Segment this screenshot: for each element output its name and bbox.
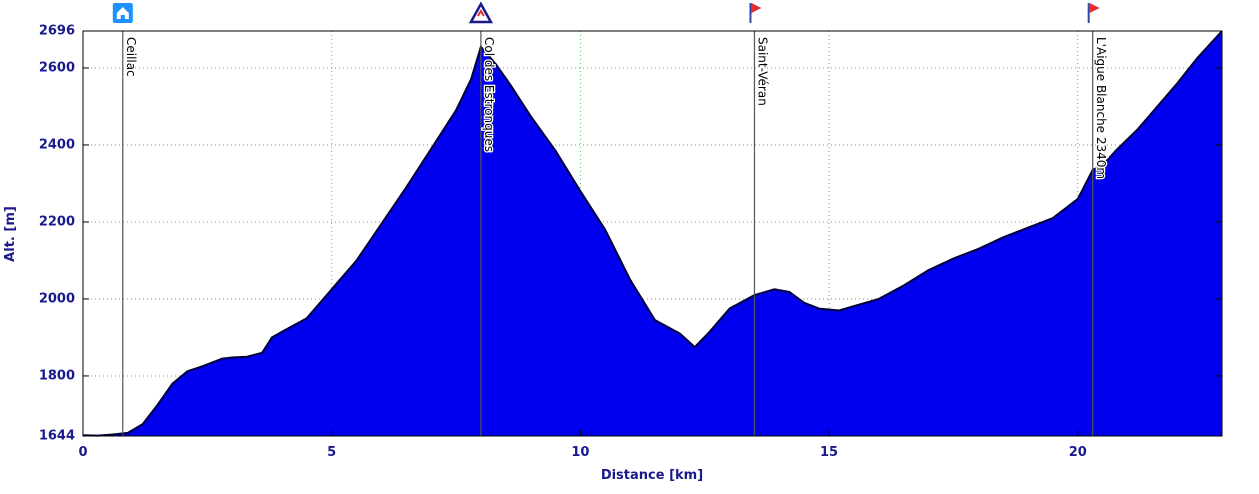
y-axis-title: Alt. [m] — [3, 206, 18, 262]
summit-icon — [468, 1, 494, 24]
x-tick-label: 15 — [820, 445, 838, 460]
axis-ticks: 1644 1800 2000 2200 2400 2600 2696 0 5 10 15 20 — [39, 24, 1222, 460]
waypoint-label: Saint-Véran — [756, 37, 770, 106]
x-axis-title: Distance [km] — [601, 468, 703, 483]
x-tick-label: 10 — [571, 445, 589, 460]
x-tick-label: 20 — [1069, 445, 1087, 460]
waypoint-marker: L'Aigue Blanche 2340m — [1087, 3, 1109, 436]
waypoint-label: Ceillac — [124, 37, 138, 77]
elevation-area — [83, 31, 1222, 436]
waypoint-marker: Ceillac — [112, 3, 139, 436]
flag-icon — [1087, 3, 1100, 23]
elevation-line — [82, 30, 1223, 437]
waypoint-marker: Saint-Véran — [749, 3, 771, 436]
y-tick-label: 2696 — [39, 24, 75, 39]
waypoint-label: Col des Estronques — [482, 37, 496, 152]
waypoint-marker: Col des Estronques — [468, 1, 497, 436]
y-tick-label: 2200 — [39, 214, 75, 229]
y-tick-label: 1800 — [39, 368, 75, 383]
y-tick-label: 2400 — [39, 137, 75, 152]
waypoint-label: L'Aigue Blanche 2340m — [1094, 37, 1108, 179]
x-tick-label: 0 — [78, 445, 87, 460]
flag-icon — [749, 3, 762, 23]
y-tick-label: 1644 — [39, 429, 75, 444]
y-tick-label: 2600 — [39, 60, 75, 75]
x-tick-label: 5 — [327, 445, 336, 460]
plot-frame — [82, 30, 1223, 437]
y-tick-label: 2000 — [39, 291, 75, 306]
home-icon — [112, 3, 133, 23]
waypoints: Ceillac Col des Estronques Saint-Véran L'Ai… — [112, 1, 1109, 436]
